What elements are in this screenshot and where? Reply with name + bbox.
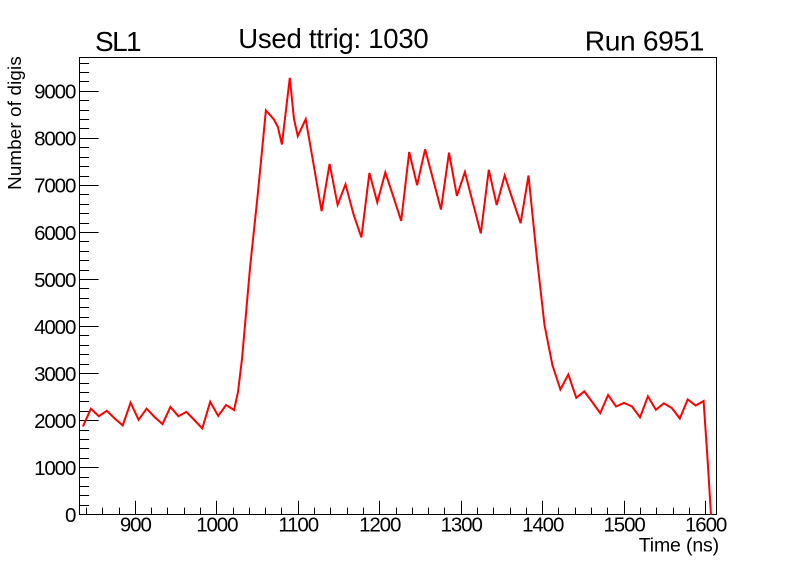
svg-text:900: 900: [120, 514, 152, 537]
svg-text:1500: 1500: [603, 514, 645, 537]
svg-text:Time (ns): Time (ns): [639, 535, 719, 557]
svg-text:4000: 4000: [34, 316, 76, 339]
svg-text:1200: 1200: [359, 514, 401, 537]
svg-text:6000: 6000: [34, 222, 76, 245]
svg-text:8000: 8000: [34, 128, 76, 151]
svg-text:0: 0: [65, 504, 76, 527]
svg-text:1100: 1100: [278, 514, 318, 537]
svg-text:1000: 1000: [196, 514, 238, 537]
svg-text:5000: 5000: [34, 269, 76, 292]
svg-text:Run 6951: Run 6951: [585, 25, 704, 57]
svg-text:1000: 1000: [34, 457, 76, 480]
svg-text:2000: 2000: [34, 410, 76, 433]
svg-text:9000: 9000: [34, 81, 76, 104]
svg-text:3000: 3000: [34, 363, 76, 386]
svg-text:Number of digis: Number of digis: [4, 56, 25, 190]
svg-text:SL1: SL1: [95, 26, 141, 57]
svg-text:Used ttrig: 1030: Used ttrig: 1030: [238, 23, 428, 54]
svg-text:1600: 1600: [685, 514, 727, 537]
svg-text:7000: 7000: [34, 175, 76, 198]
svg-text:1300: 1300: [441, 514, 483, 537]
svg-text:1400: 1400: [522, 514, 564, 537]
